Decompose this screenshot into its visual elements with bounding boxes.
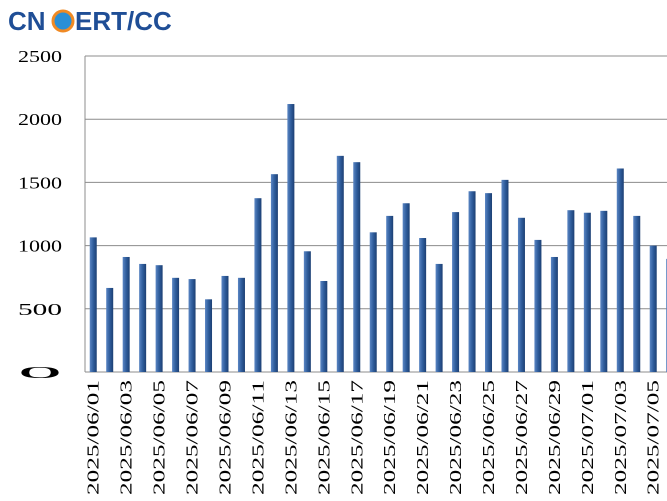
x-tick-label: 2025/07/01 (578, 380, 597, 495)
y-tick-label: 1000 (18, 237, 62, 256)
bar (534, 239, 542, 372)
x-tick-label: 2025/07/03 (611, 380, 630, 495)
x-tick-label: 2025/06/29 (545, 380, 564, 495)
bar (501, 179, 509, 372)
x-tick-label: 2025/06/03 (117, 380, 136, 495)
bar (336, 155, 344, 372)
bar (287, 104, 295, 373)
bar (386, 215, 394, 372)
logo-globe (51, 9, 75, 33)
bar (188, 279, 196, 372)
bar (402, 203, 410, 372)
bar (550, 256, 558, 372)
bar (172, 277, 180, 372)
bar (205, 299, 213, 372)
logo-left: CN (8, 6, 46, 36)
bar (139, 263, 147, 372)
bar (369, 232, 377, 372)
bar (517, 217, 525, 372)
y-tick-label: 2000 (18, 110, 62, 129)
bar (155, 265, 163, 372)
bar (353, 162, 361, 372)
y-tick-label: 0 (18, 363, 62, 382)
bar (270, 174, 278, 372)
x-tick-label: 2025/06/19 (380, 380, 399, 495)
bar (237, 277, 245, 372)
bar (567, 210, 575, 372)
bar (616, 168, 624, 372)
x-tick-label: 2025/06/01 (84, 380, 103, 495)
bar (320, 280, 328, 372)
logo-right: ERT/CC (75, 6, 172, 36)
x-tick-label: 2025/06/13 (281, 380, 300, 495)
bar (600, 210, 608, 372)
x-tick-label: 2025/06/15 (314, 380, 333, 495)
x-tick-label: 2025/06/17 (347, 379, 366, 495)
bar (485, 193, 493, 372)
bar (583, 212, 591, 372)
x-tick-label: 2025/06/09 (215, 380, 234, 495)
bar (468, 191, 476, 372)
logo: CN ERT/CC (8, 6, 172, 36)
bar (122, 256, 130, 372)
y-tick-label: 500 (18, 300, 62, 319)
x-tick-label: 2025/06/27 (512, 379, 531, 495)
x-tick-label: 2025/06/07 (183, 379, 202, 495)
bar (106, 287, 114, 372)
y-tick-label: 1500 (18, 173, 62, 192)
x-tick-label: 2025/06/23 (446, 380, 465, 495)
bar (419, 238, 427, 372)
bar (649, 245, 657, 372)
bar (254, 198, 262, 372)
x-tick-label: 2025/06/11 (248, 380, 267, 495)
x-tick-label: 2025/06/05 (150, 380, 169, 495)
x-tick-label: 2025/06/25 (479, 380, 498, 495)
bar (435, 263, 443, 372)
bar (633, 215, 641, 372)
bar (452, 212, 460, 372)
bar (303, 251, 311, 372)
bar (89, 237, 97, 372)
bar (221, 275, 229, 372)
y-tick-label: 2500 (18, 47, 62, 66)
x-tick-label: 2025/06/21 (413, 380, 432, 495)
x-tick-label: 2025/07/05 (644, 380, 663, 495)
